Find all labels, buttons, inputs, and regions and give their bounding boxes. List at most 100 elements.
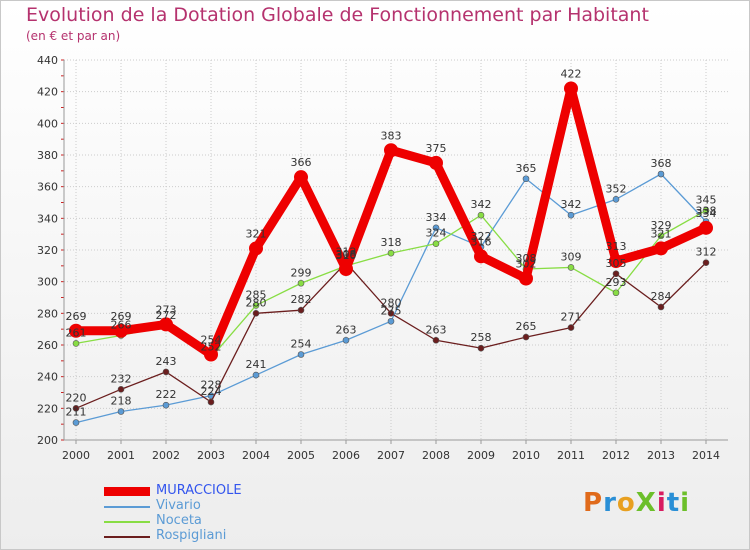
data-point-noceta [657,232,665,240]
data-label-vivario: 342 [561,198,582,211]
data-point-rospigliani [432,336,440,344]
legend-label-noceta: Noceta [156,513,202,528]
data-point-muracciole [654,241,668,256]
data-point-vivario [432,224,440,232]
data-label-noceta: 252 [201,341,222,354]
data-point-muracciole [519,271,533,286]
data-label-rospigliani: 224 [201,385,222,398]
data-label-vivario: 275 [381,304,402,317]
brand-letter: X [635,488,657,518]
x-tick-label: 2008 [422,449,450,462]
data-label-rospigliani: 280 [246,296,267,309]
data-point-noceta [432,240,440,247]
data-label-noceta: 261 [66,326,87,339]
data-label-muracciole: 383 [381,129,402,142]
y-tick-label: 280 [37,307,58,320]
data-point-muracciole [294,170,308,185]
data-point-noceta [477,211,485,219]
data-label-noceta: 285 [246,288,267,301]
data-point-noceta [612,289,620,297]
data-label-noceta: 345 [696,193,717,206]
data-label-noceta: 299 [291,266,312,279]
data-point-noceta [702,207,710,214]
data-point-rospigliani [162,368,170,376]
y-tick-label: 320 [37,244,58,257]
data-label-muracciole: 308 [336,248,357,261]
data-label-rospigliani: 243 [156,355,177,368]
data-label-muracciole: 375 [426,142,447,155]
data-point-vivario [387,317,395,325]
data-point-vivario [117,408,125,415]
x-tick-label: 2004 [242,449,270,462]
data-label-muracciole: 316 [471,235,492,248]
data-label-vivario: 218 [111,395,132,408]
y-tick-label: 360 [37,181,58,194]
data-label-muracciole: 254 [201,334,222,347]
brand-text: ProXiti [583,488,690,518]
y-tick-label: 220 [37,402,58,415]
legend-label-vivario: Vivario [156,498,201,513]
data-label-noceta: 318 [381,236,402,249]
data-label-rospigliani: 284 [651,290,672,303]
data-point-noceta [252,302,260,309]
data-label-vivario: 338 [696,205,717,218]
data-label-muracciole: 273 [156,303,177,316]
data-label-noceta: 310 [336,249,357,262]
data-point-rospigliani [72,405,80,412]
x-tick-label: 2014 [692,449,720,462]
data-point-muracciole [69,323,83,338]
data-point-muracciole [699,220,713,235]
brand-letter: i [656,488,667,518]
data-label-rospigliani: 280 [381,296,402,309]
y-tick-label: 380 [37,149,58,162]
y-tick-label: 340 [37,212,58,225]
data-point-vivario [342,336,350,344]
data-point-rospigliani [612,270,620,278]
data-point-vivario [297,351,305,358]
data-point-muracciole [114,323,128,338]
x-tick-label: 2002 [152,449,180,462]
x-tick-label: 2007 [377,449,405,462]
data-label-vivario: 334 [426,211,447,224]
data-label-vivario: 352 [606,182,627,195]
data-point-rospigliani [207,398,215,406]
chart-subtitle: (en € et par an) [26,29,121,43]
data-point-noceta [387,249,395,257]
data-label-rospigliani: 305 [606,257,627,270]
data-label-rospigliani: 312 [696,246,717,259]
data-point-vivario [657,170,665,178]
data-label-noceta: 342 [471,198,492,211]
data-label-noceta: 309 [561,250,582,263]
data-point-muracciole [249,241,263,256]
data-point-muracciole [339,262,353,276]
y-tick-label: 420 [37,86,58,99]
data-point-vivario [522,175,530,183]
data-label-muracciole: 269 [66,310,87,323]
data-label-muracciole: 313 [606,240,627,253]
data-label-muracciole: 422 [561,68,582,81]
data-label-rospigliani: 258 [471,331,492,344]
data-point-vivario [162,401,170,409]
legend-swatch-rospigliani [104,536,150,538]
data-point-rospigliani [477,344,485,352]
y-tick-label: 200 [37,434,58,447]
data-label-muracciole: 334 [696,207,717,220]
data-point-rospigliani [297,306,305,314]
data-label-noceta: 293 [606,276,627,289]
data-point-rospigliani [702,259,710,266]
data-label-vivario: 211 [66,406,87,419]
data-point-muracciole [204,347,218,362]
data-point-vivario [567,211,575,219]
legend-item-noceta: Noceta [104,513,304,529]
data-label-vivario: 241 [246,358,267,371]
data-point-rospigliani [657,303,665,311]
brand-letter: r [603,488,617,518]
data-label-noceta: 324 [426,227,447,240]
legend-item-muracciole: MURACCIOLE [104,483,304,499]
brand-logo: ProXiti [583,488,690,518]
brand-letter: P [583,488,604,518]
x-tick-label: 2003 [197,449,225,462]
data-point-rospigliani [522,333,530,341]
legend-label-muracciole: MURACCIOLE [156,483,242,498]
